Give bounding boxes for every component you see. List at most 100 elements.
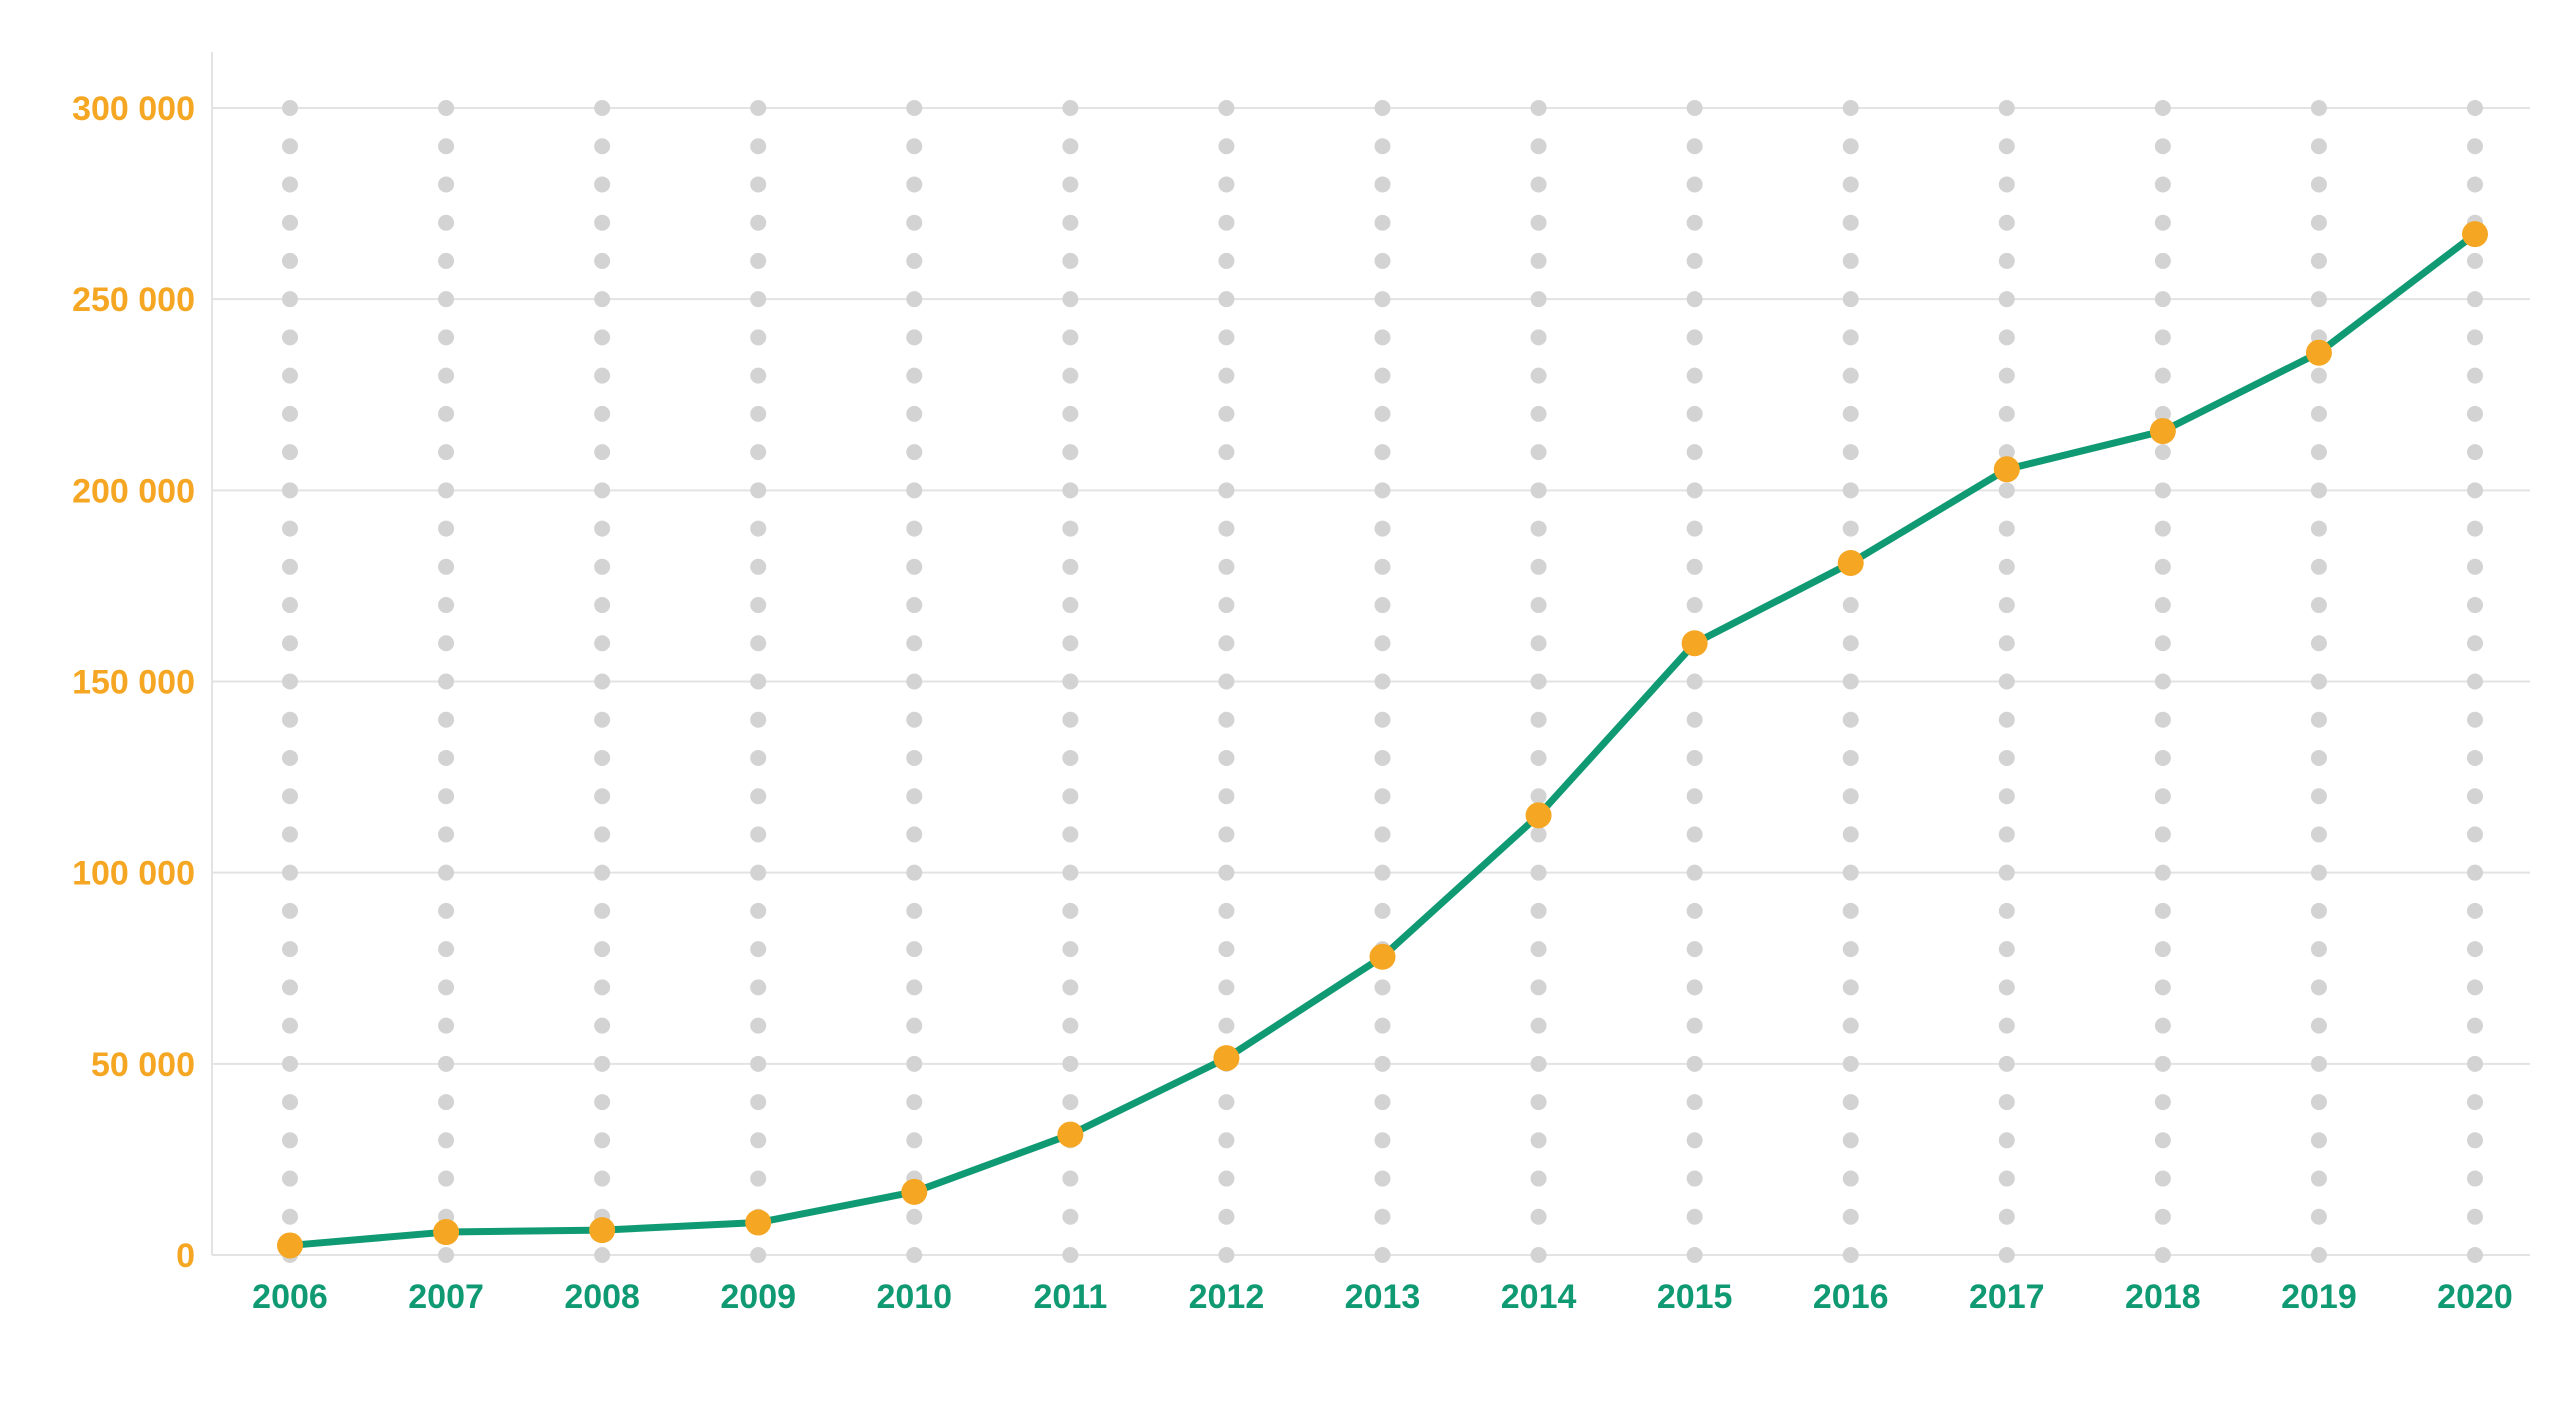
dot [2154, 711, 2171, 728]
dot [1530, 749, 1547, 766]
dot [1842, 138, 1859, 155]
dot [1998, 1132, 2015, 1149]
dot [750, 214, 767, 231]
dot [2154, 1132, 2171, 1149]
dot-column-2010 [906, 100, 923, 1263]
dot [750, 100, 767, 116]
dot [282, 444, 298, 461]
dot [1686, 979, 1703, 996]
dot [2467, 788, 2483, 805]
dot [2310, 941, 2327, 958]
dot [2154, 444, 2171, 461]
series-line-0 [286, 230, 2479, 1249]
dot [2310, 1094, 2327, 1111]
dot [438, 482, 455, 499]
x-tick-label: 2016 [1813, 1278, 1889, 1316]
dot [750, 979, 767, 996]
dot [1842, 405, 1859, 422]
dot [2154, 1094, 2171, 1111]
dot [438, 749, 455, 766]
dot [750, 1055, 767, 1072]
dot [1686, 749, 1703, 766]
dot [750, 597, 767, 614]
dot [1218, 482, 1235, 499]
dot [2310, 138, 2327, 155]
dot [2154, 635, 2171, 652]
y-tick-label: 300 000 [72, 90, 195, 128]
dot [1062, 176, 1079, 193]
dot [1374, 1017, 1391, 1034]
dot [1686, 826, 1703, 843]
dot [2310, 1055, 2327, 1072]
dot [1218, 597, 1235, 614]
dot [438, 1132, 455, 1149]
dot [1842, 1132, 1859, 1149]
dot [2310, 826, 2327, 843]
dot-column-2013 [1374, 100, 1391, 1263]
dot [2154, 1170, 2171, 1187]
dot [2154, 1017, 2171, 1034]
dot [594, 214, 611, 231]
dot [750, 329, 767, 346]
dot [1686, 864, 1703, 881]
dot [2154, 1208, 2171, 1225]
dot [1530, 367, 1547, 384]
dot [282, 252, 298, 269]
dot [906, 826, 923, 843]
dot [1686, 100, 1703, 116]
dot [1842, 902, 1859, 919]
dot [2310, 1170, 2327, 1187]
dot [2310, 711, 2327, 728]
dot [1686, 520, 1703, 537]
y-tick-label: 100 000 [72, 855, 195, 893]
dot [2310, 673, 2327, 690]
x-tick-label: 2008 [564, 1278, 640, 1316]
dot [438, 176, 455, 193]
dot [906, 1132, 923, 1149]
dot-column-2009 [750, 100, 767, 1263]
dot [594, 558, 611, 575]
dot [282, 902, 298, 919]
dot [2467, 941, 2483, 958]
dot [1686, 788, 1703, 805]
dot [1218, 291, 1235, 308]
dot [1218, 1170, 1235, 1187]
dot [1062, 597, 1079, 614]
dot [1686, 176, 1703, 193]
dot [1374, 520, 1391, 537]
dot [1218, 826, 1235, 843]
dot-column-2011 [1062, 100, 1079, 1263]
dot [1530, 100, 1547, 116]
dot [2154, 252, 2171, 269]
dot-column-2018 [2154, 100, 2171, 1263]
dot [1686, 444, 1703, 461]
dot [1062, 558, 1079, 575]
dot [282, 979, 298, 996]
dot [282, 558, 298, 575]
dot [594, 902, 611, 919]
dot [1998, 1017, 2015, 1034]
data-point-2007 [433, 1219, 460, 1246]
dot [1842, 176, 1859, 193]
dot [1686, 711, 1703, 728]
x-tick-label: 2010 [876, 1278, 952, 1316]
dot [750, 1094, 767, 1111]
dot [1530, 291, 1547, 308]
dot [2154, 100, 2171, 116]
dot [1998, 711, 2015, 728]
dot [2310, 1132, 2327, 1149]
dot [1686, 214, 1703, 231]
dot [1218, 979, 1235, 996]
dot [1842, 520, 1859, 537]
dot [594, 329, 611, 346]
dot [438, 100, 455, 116]
dot [2154, 214, 2171, 231]
dot [2154, 138, 2171, 155]
dot [2310, 788, 2327, 805]
dot [1530, 1208, 1547, 1225]
dot [282, 100, 298, 116]
data-point-2018 [2149, 418, 2176, 445]
dot [2467, 1170, 2483, 1187]
dot [1998, 329, 2015, 346]
dot [750, 138, 767, 155]
